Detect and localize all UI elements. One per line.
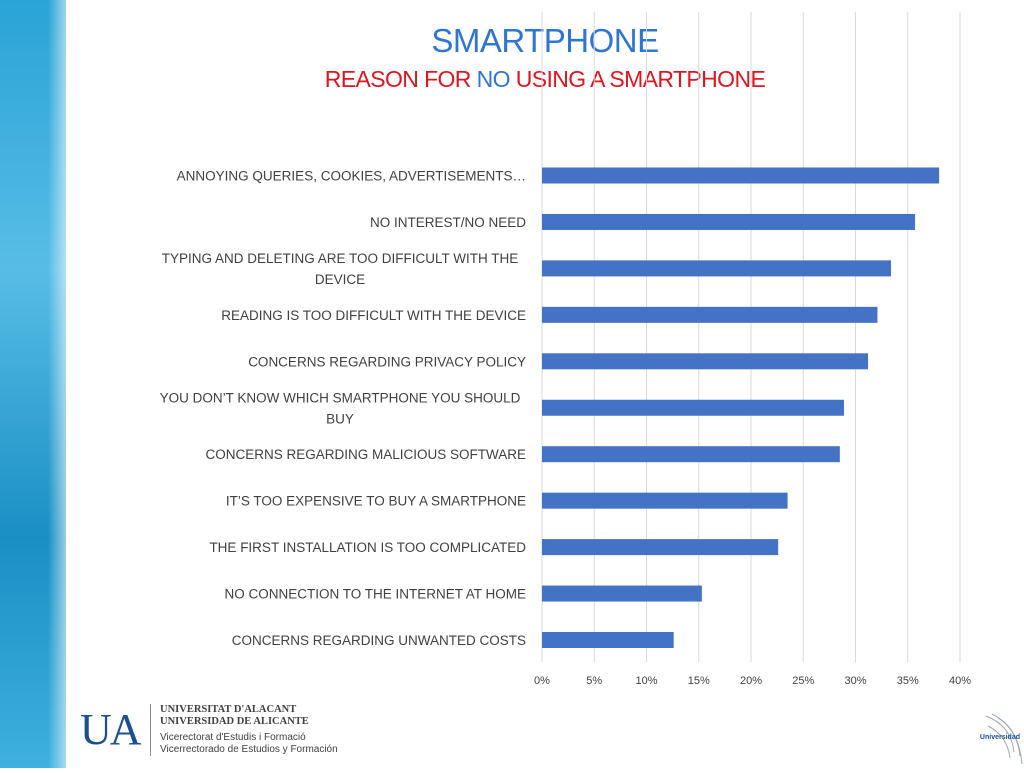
- bar-2: [542, 260, 892, 277]
- x-tick-label-8: 40%: [949, 675, 971, 687]
- x-tick-label-5: 25%: [792, 675, 814, 687]
- university-logo: UA UNIVERSITAT D'ALACANT UNIVERSIDAD DE …: [80, 700, 340, 762]
- seal-icon: [985, 713, 1023, 765]
- category-label-7: IT’S TOO EXPENSIVE TO BUY A SMARTPHONE: [226, 494, 526, 509]
- bar-8: [542, 539, 779, 556]
- university-name-line-2: UNIVERSIDAD DE ALICANTE: [160, 716, 309, 727]
- bar-1: [542, 213, 916, 230]
- page-subtitle: REASON FOR NO USING A SMARTPHONE: [66, 66, 1024, 93]
- bar-0: [542, 167, 940, 184]
- bar-3: [542, 306, 878, 323]
- bar-9: [542, 585, 702, 602]
- category-label-1: NO INTEREST/NO NEED: [370, 215, 526, 230]
- university-name-line-1: UNIVERSITAT D'ALACANT: [160, 704, 297, 715]
- x-tick-label-6: 30%: [844, 675, 866, 687]
- category-label-10: CONCERNS REGARDING UNWANTED COSTS: [232, 633, 526, 648]
- left-strip-highlight: [48, 0, 66, 768]
- university-name: UNIVERSITAT D'ALACANT UNIVERSIDAD DE ALI…: [160, 704, 309, 728]
- vice-rectorate-line-1: Vicerectorat d'Estudis i Formació: [160, 732, 306, 743]
- bar-6: [542, 446, 840, 463]
- category-label-9: NO CONNECTION TO THE INTERNET AT HOME: [224, 587, 526, 602]
- left-decorative-strip: [0, 0, 66, 768]
- category-label-0: ANNOYING QUERIES, COOKIES, ADVERTISEMENT…: [177, 169, 526, 184]
- corner-university-seal: Universidad: [942, 712, 1024, 768]
- category-label-5: YOU DON’T KNOW WHICH SMARTPHONE YOU SHOU…: [160, 390, 521, 426]
- category-label-8: THE FIRST INSTALLATION IS TOO COMPLICATE…: [209, 540, 526, 555]
- subtitle-part-3: USING A SMARTPHONE: [509, 66, 766, 92]
- x-tick-label-3: 15%: [688, 675, 710, 687]
- category-label-4: CONCERNS REGARDING PRIVACY POLICY: [248, 354, 526, 369]
- x-tick-label-2: 10%: [635, 675, 657, 687]
- ua-logo-letters: UA: [80, 705, 142, 754]
- x-tick-label-0: 0%: [534, 675, 550, 687]
- logo-divider: [150, 704, 151, 756]
- bar-10: [542, 632, 674, 648]
- x-tick-label-4: 20%: [740, 675, 762, 687]
- bar-5: [542, 399, 845, 416]
- page-title: SMARTPHONE: [431, 22, 659, 59]
- chart-gridlines: [541, 12, 961, 662]
- chart-bars: [542, 167, 940, 648]
- category-label-2: TYPING AND DELETING ARE TOO DIFFICULT WI…: [162, 251, 519, 287]
- chart-category-labels: ANNOYING QUERIES, COOKIES, ADVERTISEMENT…: [160, 169, 527, 649]
- vice-rectorate-name: Vicerectorat d'Estudis i Formació Vicerr…: [160, 732, 338, 756]
- chart-tick-labels: 0% 5% 10% 15% 20% 25% 30% 35% 40%: [534, 675, 971, 687]
- corner-seal-word: Universidad: [979, 734, 1020, 741]
- subtitle-part-1: REASON FOR: [324, 66, 477, 92]
- category-label-6: CONCERNS REGARDING MALICIOUS SOFTWARE: [205, 447, 526, 462]
- bar-7: [542, 492, 788, 509]
- bar-4: [542, 353, 869, 370]
- x-tick-label-7: 35%: [897, 675, 919, 687]
- category-label-3: READING IS TOO DIFFICULT WITH THE DEVICE: [221, 308, 526, 323]
- x-tick-label-1: 5%: [586, 675, 602, 687]
- subtitle-part-2: NO: [476, 66, 511, 92]
- bar-chart: ANNOYING QUERIES, COOKIES, ADVERTISEMENT…: [160, 12, 971, 687]
- vice-rectorate-line-2: Vicerrectorado de Estudios y Formación: [160, 744, 338, 755]
